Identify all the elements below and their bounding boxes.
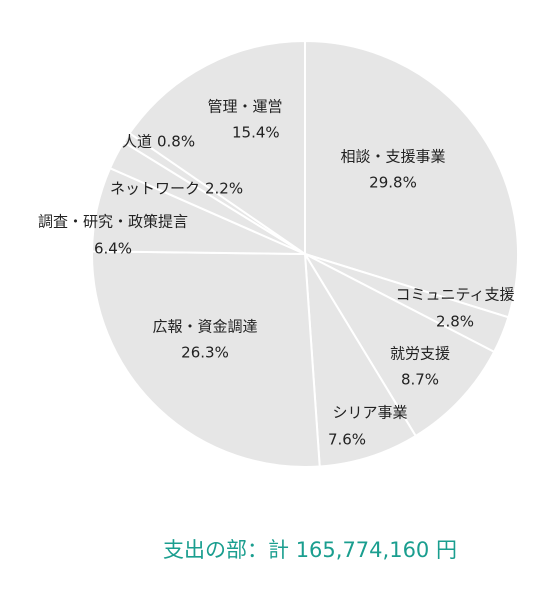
slice-value-label: 0.8% xyxy=(157,133,195,151)
slice-label: 調査・研究・政策提言 xyxy=(38,213,188,231)
slice-value-label: 8.7% xyxy=(401,371,439,389)
slice-value-label: 26.3% xyxy=(181,344,229,362)
pie-slice xyxy=(304,253,418,468)
slice-value-label: 6.4% xyxy=(94,240,132,258)
pie-slice xyxy=(304,39,519,319)
slice-label: 広報・資金調達 xyxy=(152,318,257,336)
slice-value-label: 15.4% xyxy=(232,124,280,142)
slice-label: 管理・運営 xyxy=(207,98,282,116)
footer-total: 支出の部：計 165,774,160 円 xyxy=(163,538,457,562)
slice-label: 相談・支援事業 xyxy=(340,148,445,166)
slice-label: コミュニティ支援 xyxy=(395,286,514,304)
slice-label: シリア事業 xyxy=(332,404,407,422)
pie-slice xyxy=(91,250,321,468)
pie-slice xyxy=(302,251,496,438)
slice-label: 人道 xyxy=(122,133,152,151)
slice-value-label: 2.2% xyxy=(205,180,243,198)
slice-value-label: 7.6% xyxy=(328,431,366,449)
slice-value-label: 2.8% xyxy=(436,313,474,331)
slice-label: ネットワーク xyxy=(110,180,200,198)
slice-label: 就労支援 xyxy=(390,345,450,363)
slice-value-label: 29.8% xyxy=(369,174,417,192)
pie-slice xyxy=(128,39,306,256)
